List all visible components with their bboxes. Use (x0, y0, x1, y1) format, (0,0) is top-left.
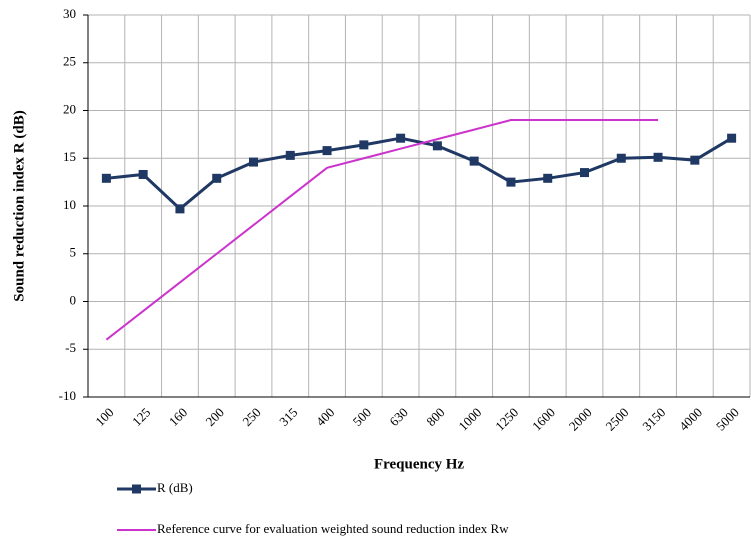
x-tick-label: 100 (92, 405, 116, 429)
x-axis-title: Frequency Hz (374, 456, 464, 472)
legend-label: R (dB) (157, 480, 193, 495)
x-tick-label: 4000 (676, 405, 705, 434)
marker (322, 146, 332, 156)
x-tick-label: 1000 (455, 405, 484, 434)
series-line (106, 136, 733, 211)
y-tick-label: 0 (70, 292, 77, 307)
x-tick-label: 630 (386, 405, 410, 429)
marker (543, 173, 553, 183)
marker (138, 169, 148, 179)
marker (249, 157, 258, 167)
x-tick-label: 5000 (713, 405, 742, 434)
x-tick-label: 500 (350, 405, 374, 429)
y-tick-label: 10 (63, 197, 76, 212)
y-tick-label: -5 (65, 340, 76, 355)
x-tick-label: 315 (276, 405, 300, 429)
legend-label: Reference curve for evaluation weighted … (157, 521, 509, 536)
y-tick-label: -10 (59, 388, 76, 403)
x-tick-label: 160 (166, 405, 190, 429)
marker (432, 141, 442, 151)
marker (727, 133, 737, 143)
marker (469, 156, 479, 166)
x-tick-label: 1250 (492, 405, 521, 434)
x-tick-label: 250 (239, 405, 263, 429)
x-tick-label: 2500 (603, 405, 632, 434)
x-tick-label: 1600 (529, 405, 558, 434)
marker (616, 153, 626, 163)
marker (690, 155, 700, 165)
marker (506, 177, 516, 187)
y-tick-label: 20 (63, 101, 76, 116)
series-line (105, 119, 659, 341)
y-tick-label: 25 (63, 54, 76, 69)
y-tick-label: 5 (70, 245, 77, 260)
x-tick-label: 2000 (566, 405, 595, 434)
x-tick-label: 200 (203, 405, 227, 429)
marker (285, 150, 295, 160)
marker (212, 173, 222, 183)
x-tick-label: 400 (313, 405, 337, 429)
marker (175, 204, 185, 214)
marker (101, 173, 111, 183)
marker (580, 168, 589, 178)
marker (396, 133, 406, 143)
x-tick-label: 125 (129, 405, 153, 429)
y-tick-label: 30 (63, 6, 76, 21)
legend-marker (132, 484, 141, 494)
y-axis-title: Sound reduction index R (dB) (11, 110, 27, 301)
x-tick-label: 800 (423, 405, 447, 429)
marker (653, 152, 663, 162)
x-tick-label: 3150 (639, 405, 668, 434)
marker (359, 140, 369, 150)
y-tick-label: 15 (63, 149, 76, 164)
